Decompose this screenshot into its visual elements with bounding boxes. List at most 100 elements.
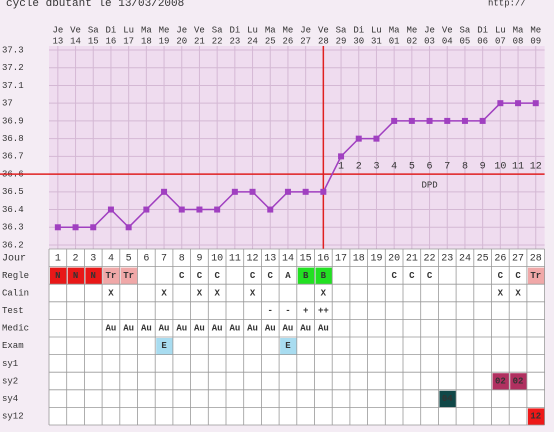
date-label: 19 <box>159 36 170 46</box>
plot-area <box>49 46 545 249</box>
post-shift-day: 3 <box>373 162 379 173</box>
weekday-label: Je <box>52 25 63 35</box>
cell-text: X <box>515 288 521 298</box>
y-tick-label: 37.1 <box>2 81 24 91</box>
cell-text: N <box>91 271 96 281</box>
cell-text: C <box>197 271 203 281</box>
y-tick-label: 36.5 <box>2 187 24 197</box>
cell-text: 02 <box>513 376 524 386</box>
cell-fill <box>85 267 103 285</box>
y-tick-label: 36.3 <box>2 223 24 233</box>
date-label: 04 <box>442 36 453 46</box>
cell-text: C <box>427 271 433 281</box>
row-label: Medic <box>2 324 29 334</box>
cell-fill <box>315 267 333 285</box>
cell-fill <box>492 373 510 390</box>
temperature-point <box>72 224 79 231</box>
cell-text: A <box>285 271 291 281</box>
weekday-label: Ma <box>141 25 152 35</box>
cell-text: Au <box>247 324 258 334</box>
y-tick-label: 37 <box>2 99 13 109</box>
cell-fill <box>67 267 85 285</box>
cell-text: X <box>321 288 327 298</box>
y-tick-label: 36.7 <box>2 152 24 162</box>
temperature-point <box>249 188 256 195</box>
weekday-label: Lu <box>495 25 506 35</box>
cell-text: C <box>498 271 504 281</box>
cell-fill <box>103 267 120 285</box>
cell-text: X <box>108 288 114 298</box>
y-tick-label: 36.8 <box>2 134 24 144</box>
cell-fill <box>297 267 315 285</box>
day-number: 26 <box>494 253 506 264</box>
cell-text: Tr <box>106 271 117 281</box>
temperature-point <box>284 188 291 195</box>
temperature-point <box>196 206 203 213</box>
date-label: 08 <box>513 36 524 46</box>
date-label: 02 <box>406 36 417 46</box>
weekday-label: Di <box>229 25 240 35</box>
page-title: cycle dbutant le 13/03/2008 <box>6 0 184 10</box>
weekday-label: Di <box>106 25 117 35</box>
temperature-point <box>161 188 168 195</box>
temperature-point <box>532 100 539 107</box>
day-number: 4 <box>108 253 114 264</box>
cell-text: Au <box>229 324 240 334</box>
temperature-point <box>267 206 274 213</box>
weekday-label: Ma <box>513 25 524 35</box>
cell-fill <box>156 338 173 355</box>
post-shift-day: 8 <box>462 162 468 173</box>
cell-fill <box>280 338 297 355</box>
day-number: 6 <box>143 253 149 264</box>
row-label: Calin <box>2 288 29 298</box>
cell-text: + <box>303 306 308 316</box>
temperature-point <box>320 188 327 195</box>
post-shift-day: 11 <box>512 162 524 173</box>
row-label: sy2 <box>2 376 18 386</box>
weekday-label: Ve <box>70 25 81 35</box>
row-label: sy4 <box>2 394 18 404</box>
date-label: 21 <box>194 36 205 46</box>
weekday-label: Lu <box>247 25 258 35</box>
temperature-point <box>125 224 132 231</box>
weekday-label: Sa <box>336 25 347 35</box>
date-label: 01 <box>389 36 400 46</box>
cell-text: Au <box>123 324 134 334</box>
temperature-point <box>143 206 150 213</box>
temperature-point <box>338 153 345 160</box>
date-label: 14 <box>70 36 81 46</box>
row-label: Jour <box>2 253 26 264</box>
temperature-point <box>90 224 97 231</box>
weekday-label: Ma <box>389 25 400 35</box>
date-label: 09 <box>530 36 541 46</box>
y-tick-label: 37.3 <box>2 45 24 55</box>
cell-text: X <box>250 288 256 298</box>
date-label: 17 <box>123 36 134 46</box>
cell-text: Tr <box>530 271 541 281</box>
cell-text: Au <box>212 324 223 334</box>
post-shift-day: 10 <box>494 162 506 173</box>
date-label: 23 <box>229 36 240 46</box>
weekday-label: Je <box>176 25 187 35</box>
date-label: 30 <box>353 36 364 46</box>
cell-text: N <box>55 271 60 281</box>
cell-text: C <box>409 271 415 281</box>
day-number: 22 <box>424 253 436 264</box>
cell-text: B <box>303 271 309 281</box>
post-shift-day: 12 <box>530 162 542 173</box>
date-label: 31 <box>371 36 382 46</box>
cell-text: E <box>285 341 291 351</box>
day-number: 5 <box>126 253 132 264</box>
weekday-label: Je <box>300 25 311 35</box>
cell-text: - <box>268 306 273 316</box>
temperature-point <box>107 206 114 213</box>
weekday-label: Ma <box>265 25 276 35</box>
cell-text: Au <box>106 324 117 334</box>
cell-text: N <box>73 271 78 281</box>
temperature-point <box>444 117 451 124</box>
weekday-label: Di <box>477 25 488 35</box>
post-shift-day: 1 <box>338 162 344 173</box>
day-number: 12 <box>247 253 259 264</box>
cell-text: Tr <box>123 271 134 281</box>
weekday-label: Ve <box>442 25 453 35</box>
